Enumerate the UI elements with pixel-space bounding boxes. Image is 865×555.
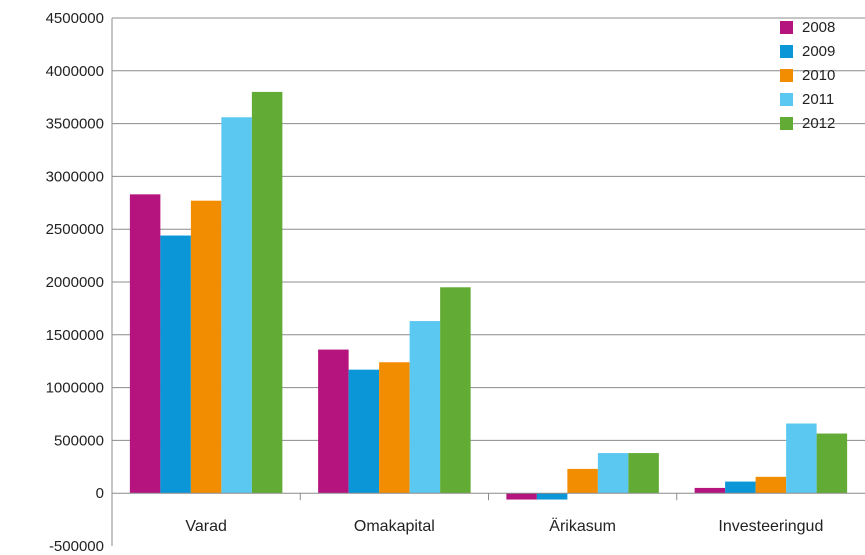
bars <box>129 91 848 500</box>
y-tick-label: 3500000 <box>46 116 104 133</box>
bar-2010 <box>190 200 222 494</box>
legend-label: 2009 <box>802 43 835 60</box>
bar-2008 <box>129 194 161 494</box>
y-tick-label: 4000000 <box>46 63 104 80</box>
bar-2009 <box>160 235 191 494</box>
y-tick-label: 3000000 <box>46 168 104 185</box>
legend-swatch-2011 <box>780 93 793 106</box>
bar-2011 <box>786 423 817 494</box>
y-tick-label: 1000000 <box>46 380 104 397</box>
y-axis-tick-labels: -500000 0 500000 1000000 1500000 2000000 25000… <box>46 10 104 555</box>
bar-2012 <box>440 287 471 494</box>
bar-2012 <box>816 433 848 494</box>
y-tick-label: 500000 <box>54 432 104 449</box>
bar-2011 <box>597 453 629 494</box>
bar-2010 <box>755 476 787 494</box>
bar-2010 <box>379 362 410 494</box>
y-tick-label: 4500000 <box>46 10 104 27</box>
bar-2008 <box>694 487 726 494</box>
y-tick-label: 2500000 <box>46 221 104 238</box>
legend: 2008 2009 2010 2011 2012 <box>780 19 835 132</box>
y-tick-label: 0 <box>96 485 104 502</box>
category-label: Ärikasum <box>549 517 616 535</box>
legend-label: 2008 <box>802 19 835 36</box>
category-label: Investeeringud <box>718 518 823 535</box>
y-tick-label: 1500000 <box>46 327 104 344</box>
bar-2012 <box>628 453 659 494</box>
bar-2011 <box>409 321 441 494</box>
bar-2008 <box>506 493 537 500</box>
axes <box>111 18 865 546</box>
legend-swatch-2012 <box>780 117 793 130</box>
legend-swatch-2009 <box>780 45 793 58</box>
y-tick-label: 2000000 <box>46 274 104 291</box>
legend-label: 2011 <box>802 91 834 108</box>
category-label: Varad <box>185 518 227 535</box>
y-tick-label: -500000 <box>49 538 104 555</box>
category-label: Omakapital <box>354 518 435 535</box>
bar-2009 <box>348 369 380 494</box>
bar-2009 <box>725 481 756 494</box>
category-labels: Varad Omakapital Ärikasum Investeeringud <box>185 517 823 535</box>
legend-label: 2010 <box>802 67 835 84</box>
bar-2009 <box>536 493 568 500</box>
bar-2012 <box>251 91 283 494</box>
legend-swatch-2008 <box>780 21 793 34</box>
bar-2010 <box>567 468 598 494</box>
legend-swatch-2010 <box>780 69 793 82</box>
bar-2008 <box>318 349 349 494</box>
legend-label: 2012 <box>802 115 835 132</box>
bar-2011 <box>221 117 252 494</box>
